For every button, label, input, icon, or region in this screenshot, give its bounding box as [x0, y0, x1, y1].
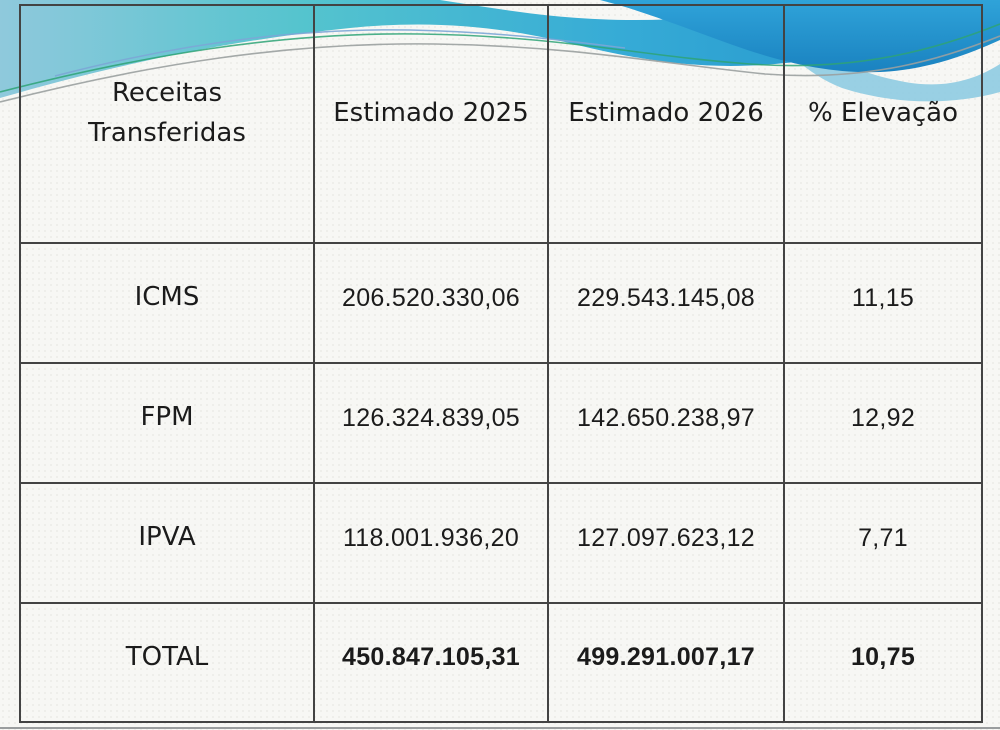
fpm-est2026-value: 142.650.238,97 — [577, 403, 755, 432]
header-estimado-2026-label: Estimado 2026 — [568, 98, 764, 128]
cell-fpm-est2026: 142.650.238,97 — [549, 364, 785, 484]
cell-fpm-est2025: 126.324.839,05 — [315, 364, 549, 484]
wave-decoration — [0, 0, 1000, 103]
header-receitas-line2: Transferidas — [88, 118, 246, 148]
cell-ipva-est2026: 127.097.623,12 — [549, 484, 785, 604]
ipva-elevacao-value: 7,71 — [858, 523, 908, 552]
row-icms-label: ICMS — [134, 282, 200, 312]
row-fpm-label-cell: FPM — [21, 364, 315, 484]
header-cell-estimado-2025: Estimado 2025 — [315, 6, 549, 244]
slide-bottom-edge-line — [0, 727, 1000, 729]
header-receitas-line1: Receitas — [111, 78, 223, 108]
header-elevacao-label: % Elevação — [807, 98, 959, 128]
row-ipva-label: IPVA — [138, 522, 196, 552]
row-ipva-label-cell: IPVA — [21, 484, 315, 604]
icms-est2025-value: 206.520.330,06 — [342, 283, 520, 312]
total-elevacao-value: 10,75 — [850, 643, 916, 671]
cell-ipva-elevacao: 7,71 — [785, 484, 981, 604]
cell-ipva-est2025: 118.001.936,20 — [315, 484, 549, 604]
cell-icms-est2026: 229.543.145,08 — [549, 244, 785, 364]
cell-fpm-elevacao: 12,92 — [785, 364, 981, 484]
total-est2026-value: 499.291.007,17 — [577, 643, 755, 671]
cell-icms-elevacao: 11,15 — [785, 244, 981, 364]
header-estimado-2025-label: Estimado 2025 — [333, 98, 529, 128]
ipva-est2025-value: 118.001.936,20 — [342, 523, 520, 552]
icms-est2026-value: 229.543.145,08 — [577, 283, 755, 312]
row-total-label-cell: TOTAL — [21, 604, 315, 721]
icms-elevacao-value: 11,15 — [851, 283, 915, 312]
cell-icms-est2025: 206.520.330,06 — [315, 244, 549, 364]
row-icms-label-cell: ICMS — [21, 244, 315, 364]
total-est2025-value: 450.847.105,31 — [342, 643, 520, 671]
row-fpm-label: FPM — [140, 402, 194, 432]
accent-line-blue — [54, 29, 626, 77]
ipva-est2026-value: 127.097.623,12 — [577, 523, 755, 552]
fpm-elevacao-value: 12,92 — [850, 403, 916, 432]
header-cell-elevacao: % Elevação — [785, 6, 981, 244]
accent-line-gray — [0, 35, 1000, 103]
cell-total-elevacao: 10,75 — [785, 604, 981, 721]
cell-total-est2025: 450.847.105,31 — [315, 604, 549, 721]
row-total-label: TOTAL — [125, 641, 209, 672]
header-cell-receitas-transferidas: Receitas Transferidas — [21, 6, 315, 244]
accent-line-green — [0, 23, 1000, 93]
fpm-est2025-value: 126.324.839,05 — [342, 403, 520, 432]
cell-total-est2026: 499.291.007,17 — [549, 604, 785, 721]
revenue-table: Receitas Transferidas Estimado 2025 Esti… — [19, 4, 983, 723]
header-cell-estimado-2026: Estimado 2026 — [549, 6, 785, 244]
